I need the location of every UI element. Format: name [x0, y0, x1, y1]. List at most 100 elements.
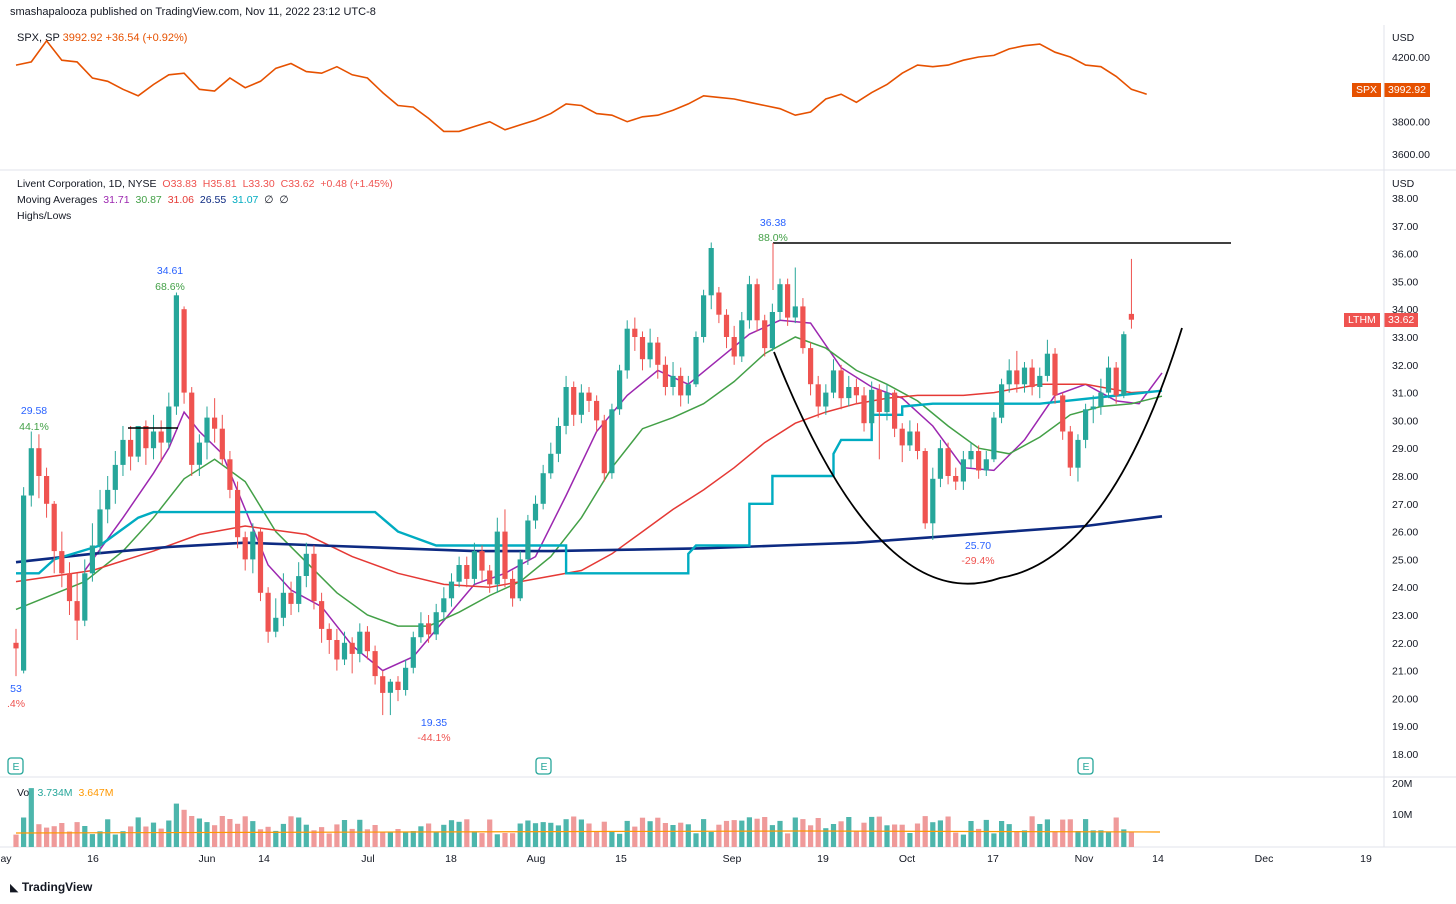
volume-bar: [120, 831, 126, 847]
candle-body: [1098, 392, 1104, 407]
candle-body: [510, 578, 516, 599]
ohlc-change: +0.48 (+1.45%): [320, 178, 393, 190]
volume-bar: [548, 822, 554, 847]
candle-body: [1075, 439, 1081, 468]
volume-bar: [319, 827, 325, 847]
time-axis-label: Jul: [361, 853, 374, 865]
volume-bar: [1075, 831, 1081, 847]
volume-bar: [785, 833, 791, 847]
price-tick-label: 23.00: [1392, 610, 1418, 622]
candle-body: [876, 389, 882, 412]
candle-body: [1083, 409, 1089, 440]
candle-body: [59, 551, 65, 574]
volume-bar: [739, 820, 745, 847]
volume-bar: [983, 819, 989, 847]
volume-bar: [357, 819, 363, 847]
candle-body: [44, 476, 50, 504]
volume-bar: [869, 816, 875, 847]
price-tick-label: 25.00: [1392, 554, 1418, 566]
candle-body: [212, 417, 218, 429]
spx-change: +36.54 (+0.92%): [105, 32, 188, 44]
candle-body: [662, 364, 668, 387]
volume-bar: [853, 830, 859, 847]
volume-bar: [540, 822, 546, 847]
volume-bar: [403, 832, 409, 847]
candle-body: [1067, 431, 1073, 468]
volume-bar: [510, 833, 516, 847]
candle-body: [1052, 353, 1058, 396]
candle-body: [143, 426, 149, 449]
moving-average-line: [16, 389, 1163, 575]
candle-body: [930, 478, 936, 524]
candle-body: [326, 628, 332, 640]
volume-bar: [150, 822, 157, 847]
candle-body: [991, 417, 997, 460]
lthm-price-value: 33.62: [1384, 313, 1419, 327]
volume-bar: [1037, 824, 1043, 847]
volume-bar: [525, 820, 531, 847]
volume-bar: [1044, 819, 1050, 847]
candle-body: [800, 306, 806, 349]
footer-brand-text: TradingView: [21, 880, 93, 894]
candle-body: [105, 489, 111, 510]
volume-tick-label: 20M: [1392, 778, 1412, 790]
volume-value-1: 3.734M: [37, 787, 73, 799]
highlow-pct-label: .4%: [7, 698, 25, 710]
candle-body: [51, 503, 57, 552]
price-tick-label: 22.00: [1392, 638, 1418, 650]
candle-body: [708, 248, 714, 296]
lthm-price-tag: LTHM: [1344, 313, 1380, 327]
earnings-marker-box: [7, 757, 24, 775]
volume-bar: [464, 819, 470, 847]
candle-body: [1044, 353, 1050, 376]
volume-bar: [731, 820, 737, 847]
volume-bar: [624, 820, 630, 847]
volume-bar: [89, 834, 95, 847]
volume-bar: [517, 823, 523, 847]
ohlc-open: O33.83: [162, 178, 197, 190]
candle-body: [1090, 406, 1096, 410]
candle-body: [701, 295, 707, 337]
volume-bar: [594, 831, 600, 847]
volume-bar: [884, 825, 890, 847]
time-axis-label: 14: [258, 853, 270, 865]
candle-body: [578, 392, 584, 415]
candle-body: [739, 320, 745, 357]
candle-body: [456, 565, 462, 582]
volume-bar: [555, 825, 561, 847]
candle-body: [838, 370, 844, 399]
highlow-value-label: 19.35: [421, 717, 447, 729]
candle-body: [853, 387, 859, 396]
candle-body: [158, 431, 164, 443]
volume-bar: [212, 825, 218, 847]
candle-body: [563, 387, 569, 426]
price-tick-label: 26.00: [1392, 527, 1418, 539]
volume-bar: [166, 820, 172, 847]
candle-body: [976, 451, 982, 471]
candle-body: [678, 375, 684, 396]
candle-body: [953, 476, 959, 482]
volume-bar: [586, 823, 592, 847]
ma-value-1: 31.71: [103, 194, 130, 206]
time-axis-label: 19: [1360, 853, 1372, 865]
volume-bar: [815, 818, 821, 847]
spx-price-value: 3992.92: [1384, 83, 1430, 97]
candle-body: [173, 295, 179, 407]
volume-bar: [364, 829, 370, 847]
candle-body: [571, 387, 577, 415]
candle-body: [754, 284, 760, 321]
candle-body: [303, 553, 309, 576]
volume-bar: [662, 823, 668, 847]
volume-bar: [204, 822, 210, 847]
volume-bar: [1021, 830, 1028, 847]
volume-bar: [36, 824, 42, 847]
candle-body: [945, 448, 951, 476]
candle-body: [1060, 395, 1066, 432]
candle-body: [395, 681, 401, 690]
volume-bar: [846, 817, 852, 847]
candle-body: [769, 312, 775, 349]
candle-body: [639, 337, 646, 360]
candle-body: [892, 392, 898, 429]
candle-body: [586, 392, 592, 401]
